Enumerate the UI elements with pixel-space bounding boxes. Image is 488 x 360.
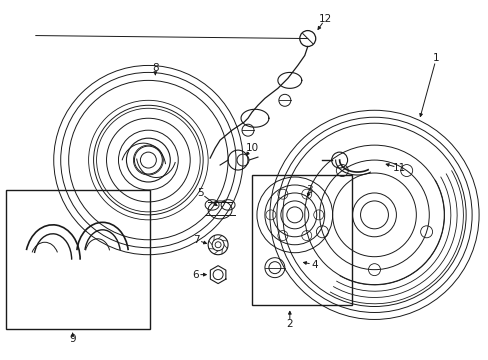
Text: 5: 5 [197,188,203,198]
Text: 11: 11 [392,163,405,173]
Text: 10: 10 [245,143,258,153]
Text: 12: 12 [318,14,332,24]
Text: 6: 6 [191,270,198,280]
Text: 7: 7 [192,235,199,245]
Bar [251,175,351,305]
Text: 9: 9 [69,334,76,345]
Text: 4: 4 [311,260,317,270]
Bar [6,190,150,329]
Text: 2: 2 [286,319,292,329]
Text: 1: 1 [432,54,439,63]
Text: 8: 8 [152,63,158,73]
Text: 3: 3 [306,185,312,195]
